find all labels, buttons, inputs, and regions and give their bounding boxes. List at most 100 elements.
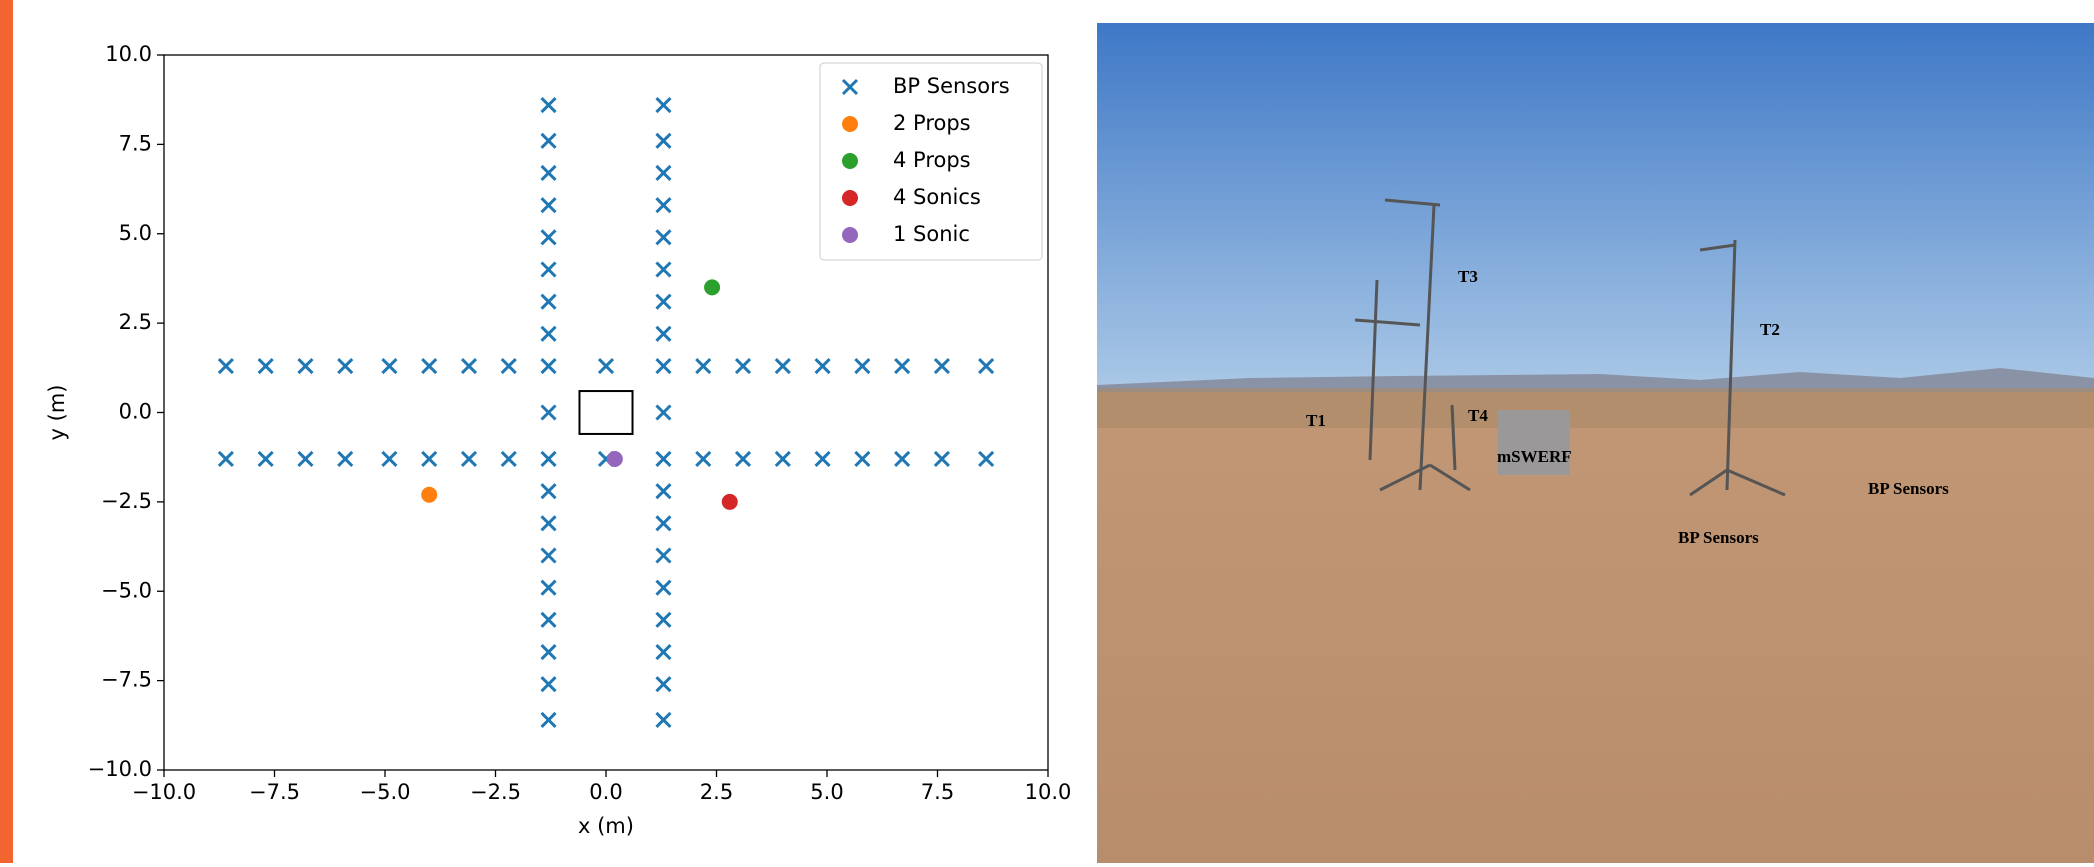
y-tick-label: 2.5: [119, 310, 152, 334]
point: [542, 677, 556, 691]
y-tick-label: 5.0: [119, 221, 152, 245]
x-tick-label: −7.5: [249, 780, 300, 804]
point: [736, 452, 750, 466]
point: [656, 134, 670, 148]
accent-bar: [0, 0, 13, 863]
brush: [1097, 388, 2094, 428]
point: [656, 713, 670, 727]
point: [816, 452, 830, 466]
point: [259, 452, 273, 466]
point: [656, 198, 670, 212]
point: [542, 613, 556, 627]
point: [542, 581, 556, 595]
legend-label: BP Sensors: [893, 74, 1010, 98]
point: [298, 359, 312, 373]
photo-label: T4: [1468, 406, 1488, 425]
point: [656, 484, 670, 498]
point: [542, 516, 556, 530]
point: [656, 166, 670, 180]
legend-label: 2 Props: [893, 111, 971, 135]
point: [979, 452, 993, 466]
x-tick-label: −2.5: [470, 780, 521, 804]
x-tick-label: 0.0: [589, 780, 622, 804]
point: [855, 452, 869, 466]
center-box: [579, 391, 632, 434]
y-tick-label: 0.0: [119, 400, 152, 424]
point: [382, 359, 396, 373]
x-axis-label: x (m): [578, 814, 634, 838]
point: [979, 359, 993, 373]
legend-marker: [842, 227, 858, 243]
point: [656, 581, 670, 595]
photo-label: BP Sensors: [1868, 479, 1949, 498]
point: [422, 452, 436, 466]
point: [542, 198, 556, 212]
legend-label: 4 Sonics: [893, 185, 981, 209]
x-tick-label: 5.0: [810, 780, 843, 804]
y-tick-label: 10.0: [105, 42, 152, 66]
point: [656, 549, 670, 563]
point: [895, 359, 909, 373]
point: [542, 452, 556, 466]
point: [542, 263, 556, 277]
point: [542, 295, 556, 309]
point: [542, 484, 556, 498]
photo-label: T1: [1306, 411, 1326, 430]
point: [696, 452, 710, 466]
x-tick-label: 10.0: [1025, 780, 1072, 804]
point: [656, 406, 670, 420]
point: [935, 452, 949, 466]
photo-sky: [1097, 23, 2094, 385]
point: [656, 327, 670, 341]
point: [421, 487, 437, 503]
point: [816, 359, 830, 373]
legend-label: 1 Sonic: [893, 222, 970, 246]
legend-marker: [842, 190, 858, 206]
photo-label: BP Sensors: [1678, 528, 1759, 547]
point: [656, 516, 670, 530]
point: [542, 359, 556, 373]
point: [462, 359, 476, 373]
point: [259, 359, 273, 373]
point: [656, 230, 670, 244]
point: [542, 713, 556, 727]
point: [776, 452, 790, 466]
point: [656, 452, 670, 466]
y-tick-label: −5.0: [101, 578, 152, 602]
x-tick-label: 2.5: [700, 780, 733, 804]
y-tick-label: −2.5: [101, 489, 152, 513]
x-tick-label: −5.0: [360, 780, 411, 804]
y-tick-label: 7.5: [119, 131, 152, 155]
point: [656, 98, 670, 112]
point: [338, 452, 352, 466]
point: [656, 359, 670, 373]
point: [599, 359, 613, 373]
point: [462, 452, 476, 466]
point: [502, 359, 516, 373]
point: [776, 359, 790, 373]
point: [338, 359, 352, 373]
point: [298, 452, 312, 466]
point: [542, 166, 556, 180]
photo-label: T3: [1458, 267, 1478, 286]
point: [722, 494, 738, 510]
point: [542, 645, 556, 659]
point: [422, 359, 436, 373]
point: [219, 359, 233, 373]
y-tick-label: −10.0: [88, 757, 152, 781]
point: [542, 98, 556, 112]
point: [656, 677, 670, 691]
point: [542, 230, 556, 244]
point: [656, 613, 670, 627]
point: [542, 549, 556, 563]
legend-marker: [842, 116, 858, 132]
legend-label: 4 Props: [893, 148, 971, 172]
page: T3T2T1T4mSWERFBP SensorsBP Sensors −10.0…: [0, 0, 2094, 863]
point: [704, 279, 720, 295]
x-tick-label: 7.5: [921, 780, 954, 804]
photo-label: mSWERF: [1497, 447, 1572, 466]
point: [656, 263, 670, 277]
point: [855, 359, 869, 373]
point: [736, 359, 750, 373]
